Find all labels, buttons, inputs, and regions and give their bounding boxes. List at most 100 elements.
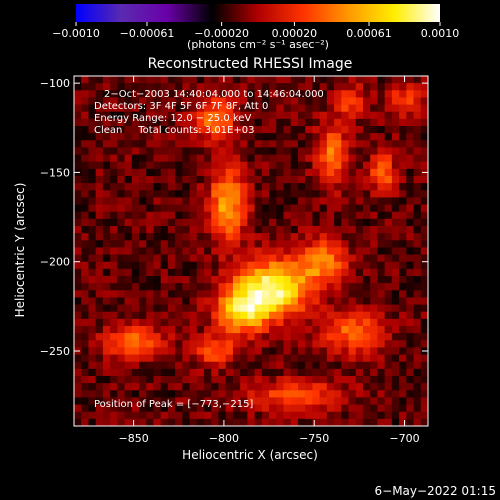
heatmap-cell: [124, 140, 133, 148]
heatmap-cell: [283, 411, 292, 420]
clean-total-counts-annotation: Clean Total counts: 3.01E+03: [94, 125, 254, 136]
heatmap-cell: [348, 390, 357, 398]
heatmap-cell: [370, 161, 378, 170]
heatmap-cell: [196, 218, 205, 227]
heatmap-cell: [377, 304, 386, 313]
heatmap-cell: [283, 154, 292, 163]
heatmap-cell: [384, 83, 393, 91]
heatmap-cell: [146, 118, 154, 127]
heatmap-cell: [153, 304, 162, 313]
heatmap-cell: [341, 268, 350, 277]
heatmap-cell: [334, 376, 342, 384]
heatmap-cell: [211, 268, 219, 277]
heatmap-cell: [290, 161, 299, 170]
heatmap-cell: [218, 383, 227, 391]
heatmap-cell: [319, 347, 328, 356]
heatmap-cell: [399, 183, 407, 191]
heatmap-cell: [326, 404, 335, 413]
heatmap-cell: [247, 297, 256, 306]
heatmap-cell: [269, 183, 277, 191]
heatmap-cell: [413, 340, 422, 348]
heatmap-cell: [74, 326, 82, 334]
heatmap-cell: [261, 354, 270, 363]
heatmap-cell: [348, 418, 357, 426]
heatmap-cell: [211, 404, 219, 413]
heatmap-cell: [377, 183, 386, 191]
heatmap-cell: [81, 183, 89, 191]
heatmap-cell: [88, 140, 97, 148]
heatmap-cell: [297, 111, 306, 120]
heatmap-cell: [182, 304, 191, 313]
heatmap-cell: [312, 326, 321, 334]
heatmap-cell: [254, 133, 263, 141]
heatmap-cell: [254, 211, 263, 220]
heatmap-cell: [240, 333, 248, 341]
heatmap-cell: [196, 283, 205, 291]
heatmap-cell: [283, 176, 292, 184]
heatmap-cell: [312, 361, 321, 370]
heatmap-cell: [232, 276, 241, 284]
heatmap-cell: [391, 104, 400, 113]
heatmap-cell: [153, 326, 162, 334]
heatmap-cell: [312, 197, 321, 206]
heatmap-cell: [312, 183, 321, 191]
heatmap-cell: [334, 104, 342, 113]
heatmap-cell: [167, 261, 176, 270]
heatmap-cell: [146, 226, 154, 234]
heatmap-cell: [232, 354, 241, 363]
heatmap-cell: [420, 404, 428, 413]
heatmap-cell: [175, 168, 183, 177]
heatmap-cell: [139, 390, 147, 398]
heatmap-cell: [305, 261, 313, 270]
heatmap-cell: [81, 168, 89, 177]
colorbar-tick-label: −0.0010: [52, 27, 100, 40]
heatmap-cell: [406, 90, 415, 98]
heatmap-cell: [406, 97, 415, 106]
heatmap-cell: [74, 83, 82, 91]
heatmap-cell: [110, 397, 118, 406]
peak-position-annotation: Position of Peak = [−773,−215]: [94, 399, 253, 410]
heatmap-cell: [377, 133, 386, 141]
heatmap-cell: [204, 276, 212, 284]
heatmap-cell: [189, 97, 198, 106]
heatmap-cell: [167, 190, 176, 198]
heatmap-cell: [283, 90, 292, 98]
heatmap-cell: [81, 404, 89, 413]
heatmap-cell: [131, 354, 140, 363]
heatmap-cell: [269, 140, 277, 148]
heatmap-cell: [95, 354, 104, 363]
heatmap-cell: [269, 354, 277, 363]
heatmap-cell: [196, 190, 205, 198]
heatmap-cell: [110, 76, 118, 84]
heatmap-cell: [384, 218, 393, 227]
heatmap-cell: [355, 97, 364, 106]
heatmap-cell: [377, 397, 386, 406]
heatmap-cell: [232, 254, 241, 263]
heatmap-cell: [189, 190, 198, 198]
heatmap-cell: [362, 97, 371, 106]
heatmap-cell: [124, 183, 133, 191]
heatmap-cell: [399, 290, 407, 298]
heatmap-cell: [348, 204, 357, 213]
heatmap-cell: [334, 326, 342, 334]
heatmap-cell: [341, 247, 350, 256]
heatmap-cell: [413, 297, 422, 306]
heatmap-cell: [189, 276, 198, 284]
heatmap-cell: [305, 233, 313, 241]
heatmap-cell: [319, 390, 328, 398]
heatmap-cell: [131, 397, 140, 406]
heatmap-cell: [175, 76, 183, 84]
heatmap-cell: [391, 304, 400, 313]
heatmap-cell: [175, 347, 183, 356]
heatmap-cell: [110, 104, 118, 113]
heatmap-cell: [406, 197, 415, 206]
heatmap-cell: [240, 211, 248, 220]
heatmap-cell: [370, 83, 378, 91]
heatmap-cell: [175, 404, 183, 413]
heatmap-cell: [102, 76, 111, 84]
heatmap-cell: [276, 161, 285, 170]
heatmap-cell: [160, 190, 169, 198]
heatmap-cell: [348, 268, 357, 277]
heatmap-cell: [225, 240, 234, 248]
heatmap-cell: [290, 226, 299, 234]
